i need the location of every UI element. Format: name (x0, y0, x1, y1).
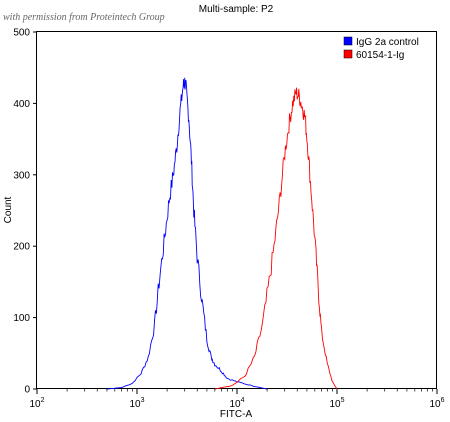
legend-label-60154-1-ig: 60154-1-Ig (356, 50, 404, 61)
x-tick-label-6: 106 (429, 397, 444, 410)
x-tick-label-5: 105 (329, 397, 344, 410)
series-line-60154-1-ig (214, 87, 338, 390)
series-line-igg-2a-control (106, 77, 268, 390)
x-tick-label-3: 103 (129, 397, 144, 410)
series-layer (106, 77, 338, 390)
y-tick-label-300: 300 (13, 170, 30, 181)
x-tick-label-2: 102 (29, 397, 44, 410)
y-tick-label-400: 400 (13, 99, 30, 110)
y-tick-label-200: 200 (13, 242, 30, 253)
y-axis: 0 100 200 300 400 500 (13, 28, 37, 396)
chart-title: Multi-sample: P2 (199, 4, 274, 15)
legend-swatch-igg-2a-control (343, 36, 353, 46)
y-tick-label-0: 0 (24, 385, 30, 396)
y-tick-label-100: 100 (13, 313, 30, 324)
y-axis-label: Count (3, 196, 14, 223)
y-tick-label-500: 500 (13, 28, 30, 39)
plot-frame (36, 31, 437, 389)
x-axis-label: FITC-A (220, 409, 253, 420)
legend-label-igg-2a-control: IgG 2a control (356, 37, 419, 48)
watermark: with permission from Proteintech Group (3, 12, 165, 23)
x-axis: 102 103 104 105 106 (29, 389, 445, 410)
legend-swatch-60154-1-ig (343, 49, 353, 59)
legend: IgG 2a control 60154-1-Ig (343, 36, 419, 61)
